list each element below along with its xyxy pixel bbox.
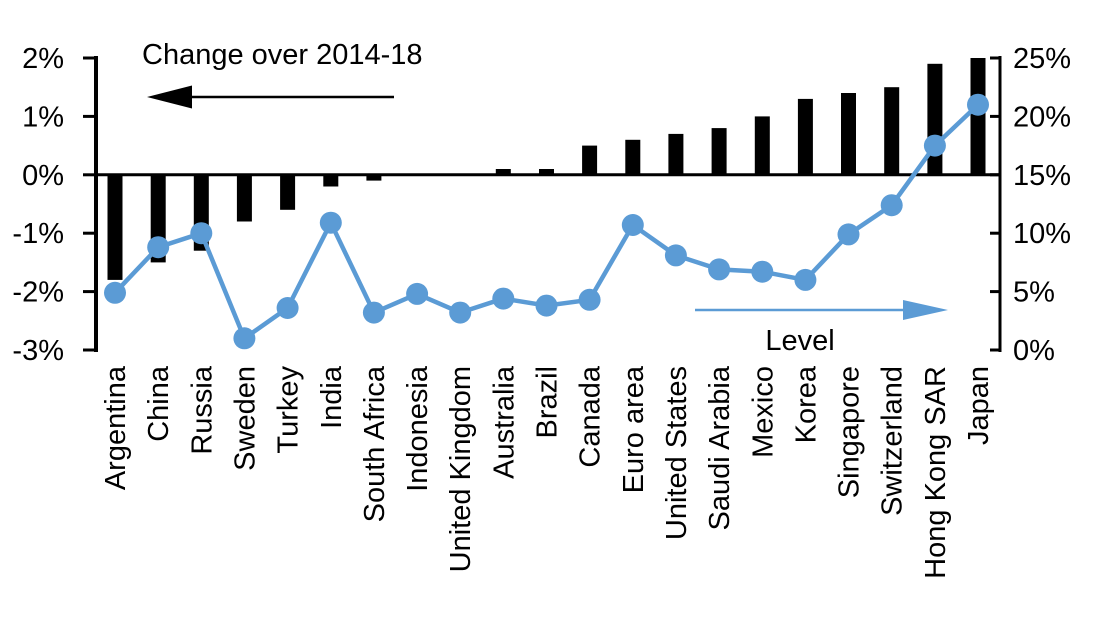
left-axis-tick-label: 2% bbox=[22, 43, 64, 75]
left-axis-tick-label: -2% bbox=[12, 277, 64, 309]
level-series-label: Level bbox=[765, 325, 834, 357]
marker-Japan bbox=[967, 93, 989, 116]
marker-Sweden bbox=[233, 327, 256, 350]
marker-India bbox=[319, 211, 342, 234]
right-axis-tick-label: 25% bbox=[1013, 43, 1071, 75]
category-label: Turkey bbox=[273, 366, 305, 454]
category-label: Canada bbox=[575, 365, 607, 467]
right-axis-tick-label: 15% bbox=[1013, 160, 1071, 192]
bar-Singapore bbox=[841, 93, 856, 175]
marker-Euro area bbox=[621, 214, 644, 236]
right-axis-tick-label: 20% bbox=[1013, 101, 1071, 133]
category-label: India bbox=[316, 365, 348, 429]
left-axis-tick-label: 0% bbox=[22, 160, 64, 192]
marker-South Africa bbox=[362, 301, 385, 324]
category-label: Indonesia bbox=[402, 365, 434, 492]
bar-Saudi Arabia bbox=[711, 128, 727, 175]
left-axis-tick-label: -1% bbox=[12, 218, 64, 250]
marker-Hong Kong SAR bbox=[923, 134, 946, 157]
bar-India bbox=[323, 174, 339, 187]
category-label: South Africa bbox=[359, 365, 391, 522]
level-arrow-right-icon bbox=[695, 300, 948, 320]
bar-Switzerland bbox=[884, 87, 900, 175]
bar-Euro area bbox=[625, 139, 641, 175]
marker-Indonesia bbox=[406, 282, 429, 305]
bar-Hong Kong SAR bbox=[927, 63, 943, 175]
category-label: Australia bbox=[488, 365, 520, 479]
bars-arrow-left-icon bbox=[147, 85, 394, 109]
bar-Sweden bbox=[236, 174, 252, 222]
plot-area: 2% 1% 0% -1% -2% -3% 25% 20% 15% 10% 5% 0% Argentina… bbox=[12, 43, 1071, 579]
bar-Brazil bbox=[539, 169, 554, 175]
category-label: Switzerland bbox=[877, 366, 909, 516]
bar-Argentina bbox=[107, 174, 123, 280]
right-axis-tick-label: 10% bbox=[1013, 218, 1071, 250]
marker-Turkey bbox=[276, 297, 299, 319]
marker-Australia bbox=[492, 287, 515, 310]
marker-Saudi Arabia bbox=[708, 258, 731, 281]
category-label: Sweden bbox=[229, 366, 261, 471]
bar-Japan bbox=[970, 58, 986, 175]
right-axis-tick-label: 5% bbox=[1013, 277, 1055, 309]
category-label: Singapore bbox=[834, 366, 866, 498]
bar-South Africa bbox=[366, 174, 382, 181]
category-label: Mexico bbox=[747, 366, 779, 458]
category-label: Argentina bbox=[100, 365, 132, 490]
bar-Canada bbox=[582, 145, 598, 175]
bar-United States bbox=[668, 133, 684, 175]
bar-Turkey bbox=[280, 174, 296, 210]
bar-Korea bbox=[797, 98, 813, 175]
bar-Australia bbox=[495, 169, 511, 175]
bars-series-label: Change over 2014-18 bbox=[142, 39, 423, 71]
marker-Korea bbox=[794, 268, 817, 291]
bar-Mexico bbox=[754, 116, 770, 175]
marker-United States bbox=[664, 244, 687, 267]
category-label: China bbox=[143, 365, 175, 442]
category-label: Korea bbox=[790, 365, 822, 443]
category-label: United Kingdom bbox=[445, 366, 477, 572]
left-axis-tick-label: 1% bbox=[22, 101, 64, 133]
marker-Argentina bbox=[104, 281, 126, 304]
marker-Canada bbox=[578, 288, 601, 311]
marker-Singapore bbox=[837, 223, 860, 246]
category-label: United States bbox=[661, 366, 693, 540]
marker-Russia bbox=[190, 222, 213, 245]
left-axis-tick-label: -3% bbox=[12, 335, 64, 367]
marker-Mexico bbox=[751, 260, 774, 283]
category-label: Brazil bbox=[532, 366, 564, 439]
marker-Brazil bbox=[535, 294, 558, 317]
marker-Switzerland bbox=[880, 194, 903, 217]
category-label: Euro area bbox=[618, 365, 650, 493]
category-label: Saudi Arabia bbox=[704, 365, 736, 530]
category-label: Russia bbox=[186, 365, 218, 455]
marker-United Kingdom bbox=[449, 301, 472, 324]
category-label: Hong Kong SAR bbox=[920, 366, 952, 579]
marker-China bbox=[147, 236, 170, 259]
right-axis-tick-label: 0% bbox=[1013, 335, 1055, 367]
category-label: Japan bbox=[963, 366, 995, 445]
